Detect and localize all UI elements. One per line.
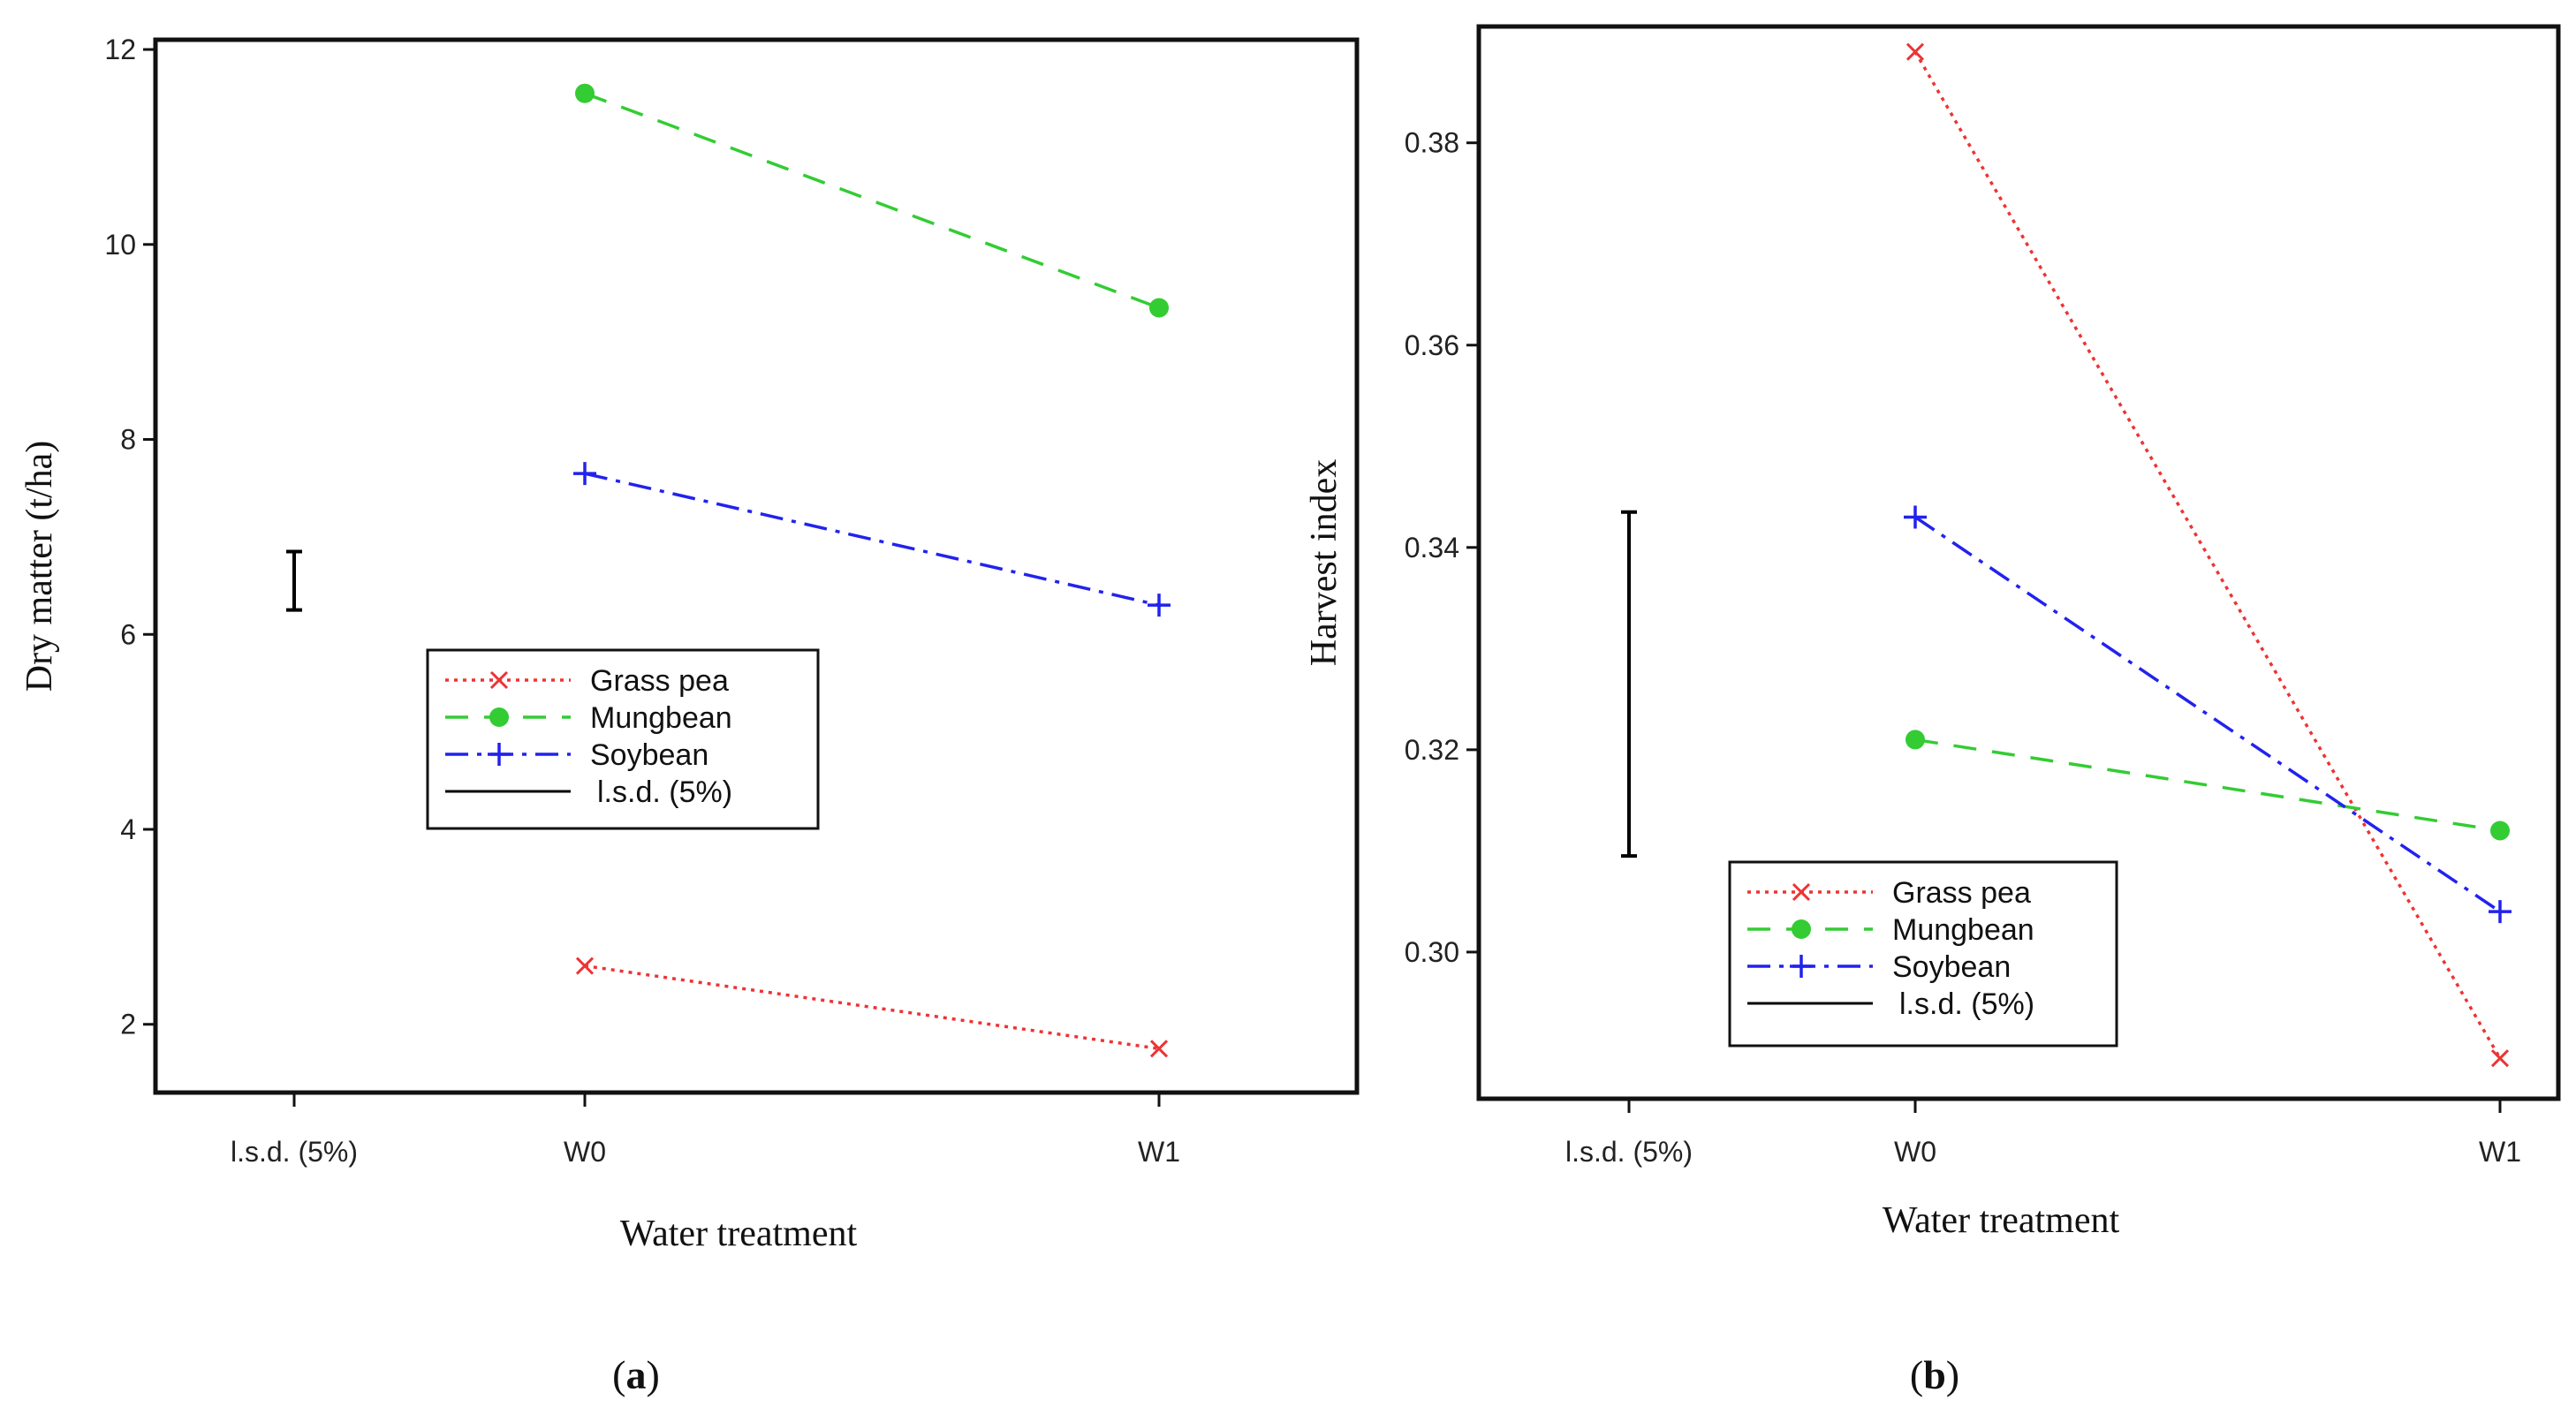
chart-panel-a: 2 4 6 8 10 12 l.s.d. (5%) W0 W1 Water treatment Dr…: [19, 34, 1360, 1397]
series-line-grass-pea: [584, 964, 1160, 1051]
legend-swatch-marker: [488, 743, 511, 766]
legend-label: Mungbean: [1892, 913, 2034, 947]
panel-label-paren: ): [1946, 1352, 1959, 1397]
data-point-grass-pea: [1905, 42, 1925, 61]
legend-label: Grass pea: [590, 664, 729, 698]
data-point-soybean: [1148, 594, 1171, 617]
legend-swatch-marker: [489, 670, 509, 690]
chart-panel-b: 0.30 0.32 0.34 0.36 0.38 l.s.d. (5%) W0 W1 Water…: [1304, 24, 2561, 1397]
panel-label: (a): [612, 1352, 660, 1397]
legend-label: Soybean: [590, 738, 708, 772]
y-tick-label: 0.30: [1405, 936, 1459, 968]
series-line-soybean: [1914, 516, 2501, 913]
x-tick-label: l.s.d. (5%): [231, 1136, 358, 1168]
panel-label-paren: ): [647, 1352, 660, 1397]
y-tick-label: 0.34: [1405, 532, 1459, 564]
y-tick-label: 8: [120, 424, 136, 456]
data-point-mungbean: [1149, 298, 1169, 318]
series-line-mungbean: [584, 92, 1160, 310]
data-point-mungbean: [1905, 730, 1925, 750]
panel-label-paren: (: [612, 1352, 625, 1397]
data-point-grass-pea: [1149, 1040, 1169, 1058]
y-tick-label: 10: [104, 229, 136, 261]
x-tick-label: W1: [1138, 1136, 1180, 1168]
series-line-soybean: [584, 472, 1160, 607]
panel-label-paren: (: [1910, 1352, 1923, 1397]
legend-label: Grass pea: [1892, 876, 2031, 910]
panel-label-letter: a: [626, 1352, 647, 1397]
legend-label: l.s.d. (5%): [597, 775, 732, 809]
x-axis-title: Water treatment: [620, 1214, 858, 1254]
data-point-soybean: [1904, 505, 1927, 529]
data-point-grass-pea: [575, 957, 595, 975]
plot-frame: [153, 37, 1360, 1095]
data-point-grass-pea: [2490, 1049, 2510, 1068]
y-tick-label: 4: [120, 813, 136, 845]
panel-label-letter: b: [1923, 1352, 1946, 1397]
x-tick-label: W0: [564, 1136, 606, 1168]
series-line-mungbean: [1914, 737, 2501, 833]
data-point-soybean: [2489, 900, 2512, 924]
x-tick-label: W0: [1894, 1136, 1936, 1168]
x-tick-label: l.s.d. (5%): [1565, 1136, 1693, 1168]
y-tick-label: 6: [120, 618, 136, 650]
legend-swatch-marker: [1792, 882, 1811, 902]
legend-swatch-marker: [489, 707, 509, 727]
data-point-mungbean: [575, 83, 595, 103]
legend-label: Mungbean: [590, 701, 732, 735]
x-axis-title: Water treatment: [1883, 1200, 2120, 1241]
legend-label: Soybean: [1892, 950, 2011, 984]
data-point-soybean: [573, 462, 596, 486]
y-axis-title: Dry matter (t/ha): [19, 441, 60, 692]
panel-label: (b): [1910, 1352, 1959, 1397]
y-tick-label: 2: [120, 1009, 136, 1040]
y-tick-label: 0.38: [1405, 127, 1459, 159]
legend-box: [426, 648, 820, 830]
y-tick-label: 12: [104, 34, 136, 65]
legend-swatch-marker: [1790, 955, 1813, 978]
y-tick-label: 0.36: [1405, 329, 1459, 361]
legend-swatch-marker: [1792, 919, 1811, 939]
legend-label: l.s.d. (5%): [1899, 987, 2034, 1021]
y-axis-title: Harvest index: [1304, 459, 1345, 666]
y-tick-label: 0.32: [1405, 734, 1459, 766]
x-tick-label: W1: [2479, 1136, 2521, 1168]
plot-frame: [1476, 24, 2561, 1101]
data-point-mungbean: [2490, 821, 2510, 841]
